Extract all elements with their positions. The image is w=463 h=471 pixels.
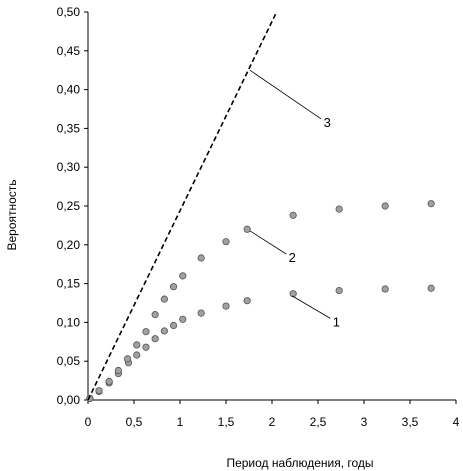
series-layer: [86, 11, 435, 403]
y-tick-label: 0,05: [57, 354, 81, 368]
annotation-leader-2: [249, 230, 287, 255]
y-axis-title: Вероятность: [5, 179, 19, 250]
series-2-point: [179, 272, 187, 280]
series-2-point: [114, 366, 122, 375]
series-1-point: [142, 343, 150, 351]
series-1-point: [222, 302, 230, 310]
series-1-point: [151, 335, 159, 343]
x-tick-label: 2,5: [310, 415, 327, 429]
series-2-point: [169, 283, 178, 291]
series-2-point: [95, 387, 103, 395]
series-2-point: [427, 200, 435, 208]
tick-labels: 0,00 0,05 0,10 0,15 0,20 0,25 0,30 0,35 0,40 0,45…: [57, 5, 460, 429]
series-1-point: [243, 297, 251, 305]
series-2-point: [243, 225, 251, 233]
series-1-point: [169, 321, 178, 330]
axes: [87, 12, 456, 401]
annotation-label-1: 1: [333, 314, 340, 329]
x-tick-label: 4: [453, 415, 460, 429]
series-1-point: [289, 290, 297, 298]
x-tick-label: 1: [177, 415, 184, 429]
annotation-leader-1: [292, 295, 331, 319]
y-tick-label: 0,30: [57, 160, 81, 174]
series-1-point: [335, 286, 343, 295]
x-tick-label: 0,5: [126, 415, 143, 429]
series-2-point: [197, 254, 205, 262]
series-2-point: [133, 341, 141, 349]
series-2-point: [160, 295, 168, 303]
y-tick-label: 0,20: [57, 238, 81, 252]
y-tick-label: 0,40: [57, 83, 81, 97]
x-tick-label: 1,5: [218, 415, 235, 429]
series-1-point: [197, 309, 205, 317]
series-2-point: [142, 328, 150, 336]
series-3-line: [87, 11, 278, 401]
series-1-point: [133, 351, 141, 359]
series-2-point: [123, 355, 132, 363]
annotation-layer: 3 2 1: [249, 69, 340, 329]
x-tick-label: 3: [361, 415, 368, 429]
annotation-label-2: 2: [289, 250, 296, 265]
series-1-point: [179, 315, 187, 323]
annotation-label-3: 3: [324, 115, 331, 130]
series-1-point: [160, 327, 168, 335]
series-2-point: [381, 202, 389, 210]
annotation-leader-3: [249, 69, 322, 120]
y-tick-label: 0,25: [57, 199, 81, 213]
series-2-point: [151, 311, 159, 319]
y-tick-label: 0,35: [57, 121, 81, 135]
y-tick-label: 0,50: [57, 5, 81, 19]
x-axis-title: Период наблюдения, годы: [226, 456, 373, 470]
y-tick-label: 0,15: [57, 277, 81, 291]
series-2-point: [222, 238, 230, 246]
tick-marks: [84, 11, 457, 404]
y-tick-label: 0,00: [57, 393, 81, 407]
series-1-point: [381, 285, 389, 293]
x-tick-label: 2: [269, 415, 276, 429]
series-2-point: [335, 205, 343, 213]
y-tick-label: 0,10: [57, 315, 81, 329]
series-1-point: [427, 284, 435, 292]
series-2-point: [105, 377, 113, 385]
series-2-point: [289, 211, 297, 219]
x-tick-label: 3,5: [402, 415, 419, 429]
y-tick-label: 0,45: [57, 44, 81, 58]
x-tick-label: 0: [85, 415, 92, 429]
